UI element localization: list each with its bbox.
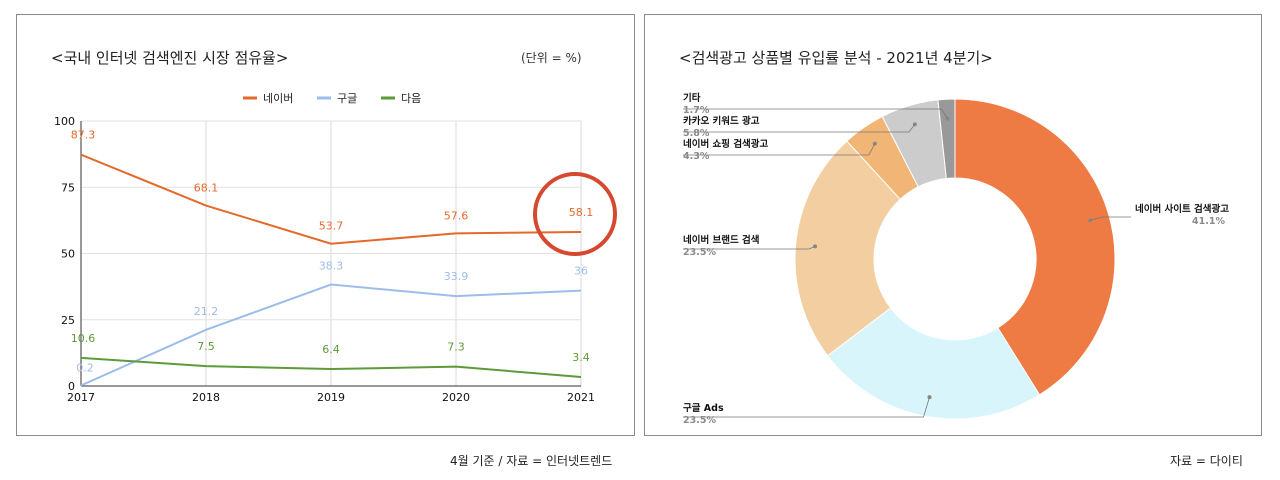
x-tick-label: 2018 xyxy=(192,391,220,404)
y-tick-label: 25 xyxy=(61,314,75,327)
leader-line-네이버-쇼핑-검색광고 xyxy=(683,143,876,156)
x-tick-label: 2020 xyxy=(442,391,470,404)
x-tick-label: 2017 xyxy=(67,391,95,404)
slice-pct-네이버-쇼핑-검색광고: 4.3% xyxy=(683,151,710,162)
slice-pct-네이버-사이트-검색광고: 41.1% xyxy=(1192,216,1225,227)
donut-slice-네이버-사이트-검색광고 xyxy=(954,98,1116,396)
y-tick-label: 50 xyxy=(61,248,75,261)
data-label-다음-2017: 10.6 xyxy=(71,332,96,345)
data-label-구글-2017: 0.2 xyxy=(76,361,94,374)
leader-line-네이버-브랜드-검색 xyxy=(683,246,816,250)
line-chart-unit: (단위 = %) xyxy=(521,51,582,65)
donut-chart-caption: 자료 = 다이티 xyxy=(1170,454,1243,468)
donut-chart-title: <검색광고 상품별 유입률 분석 - 2021년 4분기> xyxy=(679,49,993,67)
leader-line-구글-Ads xyxy=(683,397,930,418)
y-tick-label: 75 xyxy=(61,181,75,194)
data-label-다음-2018: 7.5 xyxy=(197,340,215,353)
data-label-다음-2021: 3.4 xyxy=(572,351,590,364)
x-tick-label: 2019 xyxy=(317,391,345,404)
y-tick-label: 100 xyxy=(54,115,75,128)
data-label-다음-2020: 7.3 xyxy=(447,341,465,354)
slice-pct-구글-Ads: 23.5% xyxy=(683,415,716,426)
donut-chart-panel: <검색광고 상품별 유입률 분석 - 2021년 4분기> 네이버 사이트 검색… xyxy=(644,14,1262,436)
slice-label-네이버-브랜드-검색: 네이버 브랜드 검색 xyxy=(683,234,760,246)
data-label-네이버-2019: 53.7 xyxy=(319,220,344,233)
donut-slice-구글-Ads xyxy=(826,307,1041,420)
series-line-다음 xyxy=(80,356,582,378)
slice-pct-기타: 1.7% xyxy=(683,105,710,116)
legend-label-구글: 구글 xyxy=(337,92,357,105)
slice-pct-네이버-브랜드-검색: 23.5% xyxy=(683,247,716,258)
legend-label-다음: 다음 xyxy=(401,92,421,105)
data-label-네이버-2021: 58.1 xyxy=(569,206,594,219)
data-label-네이버-2018: 68.1 xyxy=(194,182,219,195)
line-chart-panel: <국내 인터넷 검색엔진 시장 점유율> (단위 = %) 0 25 50 75 100… xyxy=(16,14,635,436)
data-label-구글-2018: 21.2 xyxy=(194,305,219,318)
data-label-구글-2019: 38.3 xyxy=(319,260,344,273)
line-chart-svg: 0 25 50 75 100 2017 2018 2019 2020 2021 네이버 구글 다음 87.… xyxy=(54,92,617,404)
slice-label-네이버-쇼핑-검색광고: 네이버 쇼핑 검색광고 xyxy=(683,138,769,150)
line-chart-title: <국내 인터넷 검색엔진 시장 점유율> xyxy=(51,49,289,67)
slice-label-카카오-키워드-광고: 카카오 키워드 광고 xyxy=(683,115,760,127)
data-label-구글-2020: 33.9 xyxy=(444,270,469,283)
data-label-구글-2021: 36 xyxy=(574,265,588,278)
series-line-네이버 xyxy=(80,153,582,245)
series-line-구글 xyxy=(80,283,582,387)
leader-line-네이버-사이트-검색광고 xyxy=(1089,216,1131,221)
legend-label-네이버: 네이버 xyxy=(263,92,293,105)
slice-label-기타: 기타 xyxy=(683,92,701,104)
leader-line-기타 xyxy=(683,108,948,119)
leader-line-카카오-키워드-광고 xyxy=(683,124,916,133)
y-tick-label: 0 xyxy=(68,380,75,393)
data-label-네이버-2017: 87.3 xyxy=(71,129,96,142)
data-label-다음-2019: 6.4 xyxy=(322,343,340,356)
highlight-circle-annotation xyxy=(533,172,617,257)
donut-slice-기타 xyxy=(937,98,956,180)
x-tick-label: 2021 xyxy=(567,391,595,404)
slice-label-네이버-사이트-검색광고: 네이버 사이트 검색광고 xyxy=(1135,203,1229,215)
line-chart-caption: 4월 기준 / 자료 = 인터넷트렌드 xyxy=(450,454,613,468)
data-label-네이버-2020: 57.6 xyxy=(444,209,469,222)
donut-slice-네이버-브랜드-검색 xyxy=(794,140,901,357)
slice-label-구글-Ads: 구글 Ads xyxy=(683,403,724,414)
slice-pct-카카오-키워드-광고: 5.8% xyxy=(683,128,710,139)
